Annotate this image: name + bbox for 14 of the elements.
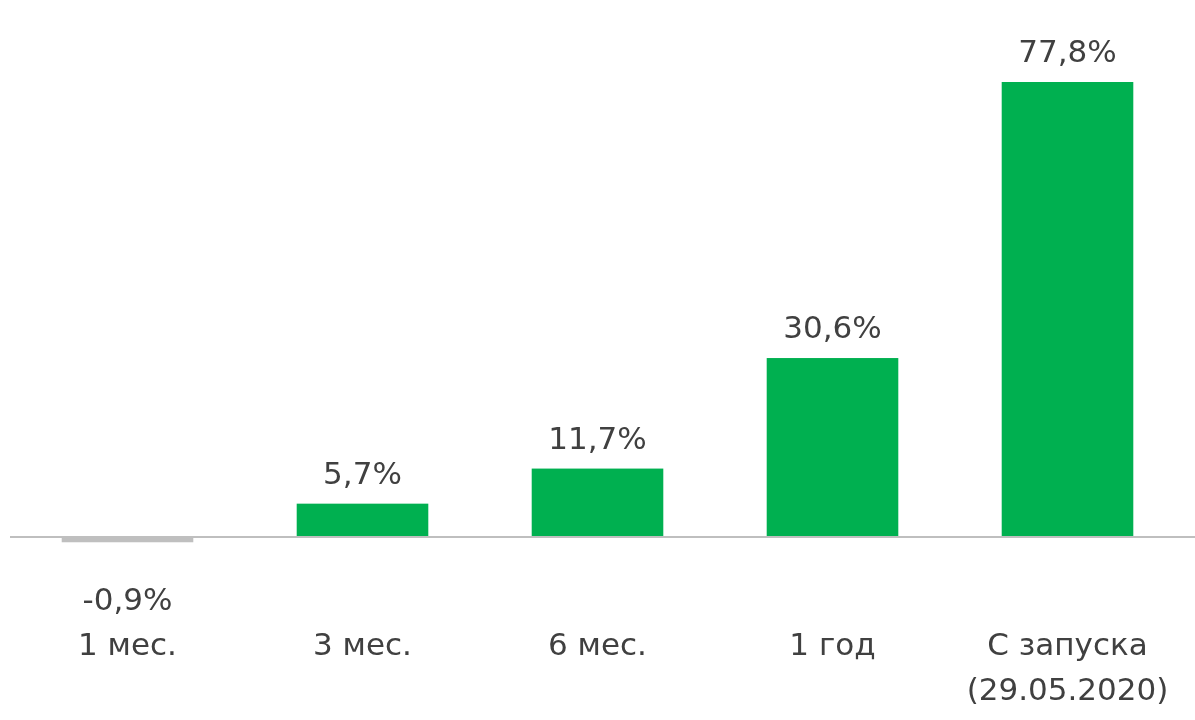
data-label: 77,8% — [1018, 33, 1117, 69]
x-tick-label: 3 мес. — [313, 626, 412, 662]
x-tick-label: 6 мес. — [548, 626, 647, 662]
x-tick-label: 1 год — [789, 626, 876, 662]
bar — [766, 358, 899, 537]
data-label: 11,7% — [548, 419, 647, 456]
bar — [296, 503, 429, 537]
x-tick-label: С запуска (29.05.2020) — [966, 626, 1169, 707]
data-label: 30,6% — [783, 309, 882, 346]
bar — [531, 468, 664, 537]
data-label: -0,9% — [82, 581, 173, 618]
bar — [1001, 82, 1134, 537]
data-label: 5,7% — [323, 454, 402, 491]
x-tick-label: 1 мес. — [78, 626, 177, 662]
